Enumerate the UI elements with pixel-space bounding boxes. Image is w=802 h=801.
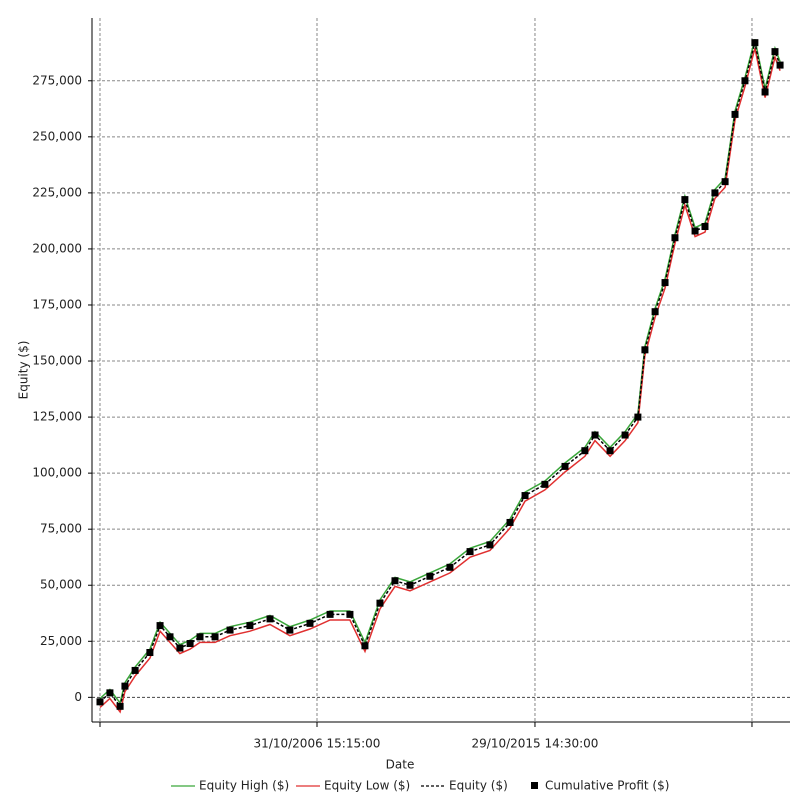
x-tick-label: 29/10/2015 14:30:00: [472, 737, 599, 751]
profit-point: [711, 189, 719, 197]
x-axis-label: Date: [386, 758, 415, 772]
profit-point: [486, 541, 494, 549]
profit-point: [361, 642, 369, 650]
profit-point: [446, 563, 454, 571]
profit-point: [701, 223, 709, 231]
profit-point: [406, 581, 414, 589]
y-tick-label: 275,000: [32, 73, 82, 87]
profit-point: [146, 648, 154, 656]
legend-label: Cumulative Profit ($): [545, 779, 669, 793]
profit-point: [196, 633, 204, 641]
profit-point: [661, 279, 669, 287]
series-line: [99, 48, 781, 714]
profit-point: [166, 633, 174, 641]
profit-point: [561, 462, 569, 470]
profit-point: [506, 518, 514, 526]
profit-point: [671, 234, 679, 242]
profit-point: [346, 610, 354, 618]
profit-point: [391, 577, 399, 585]
profit-point: [761, 88, 769, 96]
profit-point: [751, 39, 759, 47]
legend-label: Equity Low ($): [324, 779, 410, 793]
y-tick-label: 150,000: [32, 354, 82, 368]
profit-point: [176, 644, 184, 652]
profit-point: [521, 492, 529, 500]
x-tick-label: 31/10/2006 15:15:00: [254, 737, 381, 751]
profit-point: [121, 682, 129, 690]
series-line: [99, 42, 781, 709]
profit-point: [731, 110, 739, 118]
profit-point: [116, 702, 124, 710]
y-tick-label: 0: [74, 690, 82, 704]
legend-label: Equity ($): [449, 779, 508, 793]
profit-point: [246, 622, 254, 630]
legend-label: Equity High ($): [199, 779, 289, 793]
profit-point: [581, 447, 589, 455]
legend-swatch: [531, 782, 538, 789]
y-tick-label: 200,000: [32, 241, 82, 255]
profit-point: [326, 610, 334, 618]
profit-point: [466, 548, 474, 556]
profit-point: [606, 447, 614, 455]
profit-point: [771, 48, 779, 56]
profit-point: [541, 480, 549, 488]
profit-point: [681, 196, 689, 204]
y-tick-label: 175,000: [32, 297, 82, 311]
y-tick-label: 125,000: [32, 410, 82, 424]
profit-point: [376, 599, 384, 607]
profit-point: [186, 640, 194, 648]
profit-point: [776, 61, 784, 69]
profit-point: [131, 666, 139, 674]
profit-point: [96, 698, 104, 706]
profit-point: [641, 346, 649, 354]
y-axis-label: Equity ($): [17, 341, 31, 400]
profit-point: [106, 689, 114, 697]
profit-point: [691, 227, 699, 235]
profit-point: [211, 633, 219, 641]
profit-point: [286, 626, 294, 634]
profit-point: [621, 431, 629, 439]
profit-point: [266, 615, 274, 623]
y-tick-label: 50,000: [40, 578, 82, 592]
y-tick-label: 250,000: [32, 129, 82, 143]
profit-point: [226, 626, 234, 634]
y-tick-label: 100,000: [32, 466, 82, 480]
profit-point: [156, 622, 164, 630]
y-tick-label: 75,000: [40, 522, 82, 536]
profit-point: [651, 308, 659, 316]
profit-point: [306, 619, 314, 627]
profit-point: [721, 178, 729, 186]
series-line: [99, 39, 781, 705]
profit-point: [741, 77, 749, 85]
profit-point: [426, 572, 434, 580]
profit-point: [634, 413, 642, 421]
y-tick-label: 225,000: [32, 185, 82, 199]
y-tick-label: 25,000: [40, 634, 82, 648]
profit-point: [591, 431, 599, 439]
